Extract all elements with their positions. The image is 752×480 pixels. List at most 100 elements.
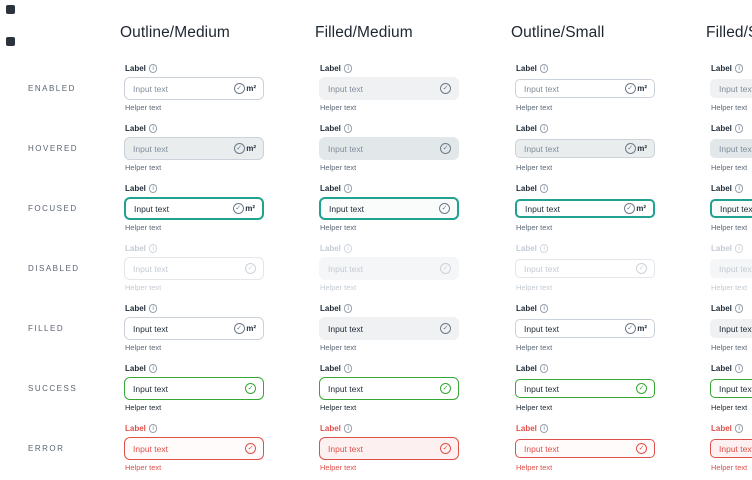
text-input[interactable]: Input text ✓ m² [515,139,655,158]
helper-text: Helper text [125,163,162,172]
text-input[interactable]: Input text ✓ [124,257,264,280]
info-icon[interactable]: i [148,244,158,253]
info-icon[interactable]: i [539,304,549,313]
text-input[interactable]: Input text ✓ [710,139,752,158]
input-field-outline-medium-focused: Label i Input text ✓ m² Helper text [124,182,264,238]
text-input[interactable]: Input text ✓ [515,259,655,278]
helper-text: Helper text [125,463,162,472]
helper-text: Helper text [125,223,162,232]
text-input[interactable]: Input text ✓ [710,439,752,458]
info-icon[interactable]: i [734,364,744,373]
input-field-filled-medium-success: Label i Input text ✓ Helper text [319,362,459,418]
input-trailing: ✓ m² [233,323,256,334]
info-icon[interactable]: i [343,304,353,313]
input-trailing: ✓ [440,323,451,334]
canvas-mark-icon[interactable] [6,5,15,14]
input-trailing: ✓ m² [624,143,647,154]
helper-text: Helper text [125,343,162,352]
text-input[interactable]: Input text ✓ [710,199,752,218]
row-label-success: SUCCESS [28,384,78,393]
text-input[interactable]: Input text ✓ m² [124,77,264,100]
field-label: Label [125,124,146,133]
unit-suffix: m² [246,84,256,93]
text-input[interactable]: Input text ✓ [710,319,752,338]
text-input[interactable]: Input text ✓ [710,79,752,98]
text-input[interactable]: Input text ✓ [319,77,459,100]
input-trailing: ✓ [440,83,451,94]
text-input[interactable]: Input text ✓ m² [124,137,264,160]
field-label: Label [711,424,732,433]
text-input[interactable]: Input text ✓ [319,137,459,160]
canvas-mark-icon[interactable] [6,37,15,46]
text-input[interactable]: Input text ✓ [319,257,459,280]
text-input[interactable]: Input text ✓ m² [515,199,655,218]
info-icon[interactable]: i [539,64,549,73]
text-input[interactable]: Input text ✓ [319,437,459,460]
check-circle-icon: ✓ [245,263,256,274]
text-input[interactable]: Input text ✓ [124,377,264,400]
info-icon[interactable]: i [148,364,158,373]
text-input[interactable]: Input text ✓ [319,317,459,340]
text-input[interactable]: Input text ✓ m² [515,79,655,98]
field-label: Label [125,424,146,433]
info-icon[interactable]: i [343,124,353,133]
text-input[interactable]: Input text ✓ [319,197,459,220]
field-label: Label [320,244,341,253]
field-label: Label [711,184,732,193]
input-text: Input text [524,383,559,394]
info-icon[interactable]: i [343,184,353,193]
input-text: Input text [720,203,752,214]
text-input[interactable]: Input text ✓ m² [124,197,264,220]
info-icon[interactable]: i [343,424,353,433]
info-icon[interactable]: i [734,304,744,313]
info-icon[interactable]: i [148,424,158,433]
info-icon[interactable]: i [734,64,744,73]
info-icon[interactable]: i [343,364,353,373]
info-icon[interactable]: i [734,124,744,133]
info-icon[interactable]: i [148,304,158,313]
info-glyph: i [152,185,154,192]
info-icon[interactable]: i [539,244,549,253]
info-icon[interactable]: i [539,364,549,373]
text-input[interactable]: Input text ✓ [515,439,655,458]
input-text: Input text [328,143,363,154]
helper-text: Helper text [320,403,357,412]
field-label: Label [516,124,537,133]
info-glyph: i [347,185,349,192]
info-icon[interactable]: i [148,184,158,193]
info-glyph: i [738,125,740,132]
info-icon[interactable]: i [734,184,744,193]
input-trailing: ✓ [636,443,647,454]
info-icon[interactable]: i [343,64,353,73]
text-input[interactable]: Input text ✓ [319,377,459,400]
input-field-filled-small-filled: Label i Input text ✓ Helper text [710,302,752,358]
field-label: Label [516,424,537,433]
text-input[interactable]: Input text ✓ [710,259,752,278]
info-glyph: i [738,305,740,312]
text-input[interactable]: Input text ✓ [124,437,264,460]
check-circle-icon: ✓ [439,203,450,214]
info-icon[interactable]: i [539,424,549,433]
text-input[interactable]: Input text ✓ m² [515,319,655,338]
info-icon[interactable]: i [539,124,549,133]
field-label: Label [125,244,146,253]
text-input[interactable]: Input text ✓ m² [124,317,264,340]
info-glyph: i [347,125,349,132]
text-input[interactable]: Input text ✓ [515,379,655,398]
info-icon[interactable]: i [343,244,353,253]
field-label: Label [320,424,341,433]
input-field-filled-small-disabled: Label i Input text ✓ Helper text [710,242,752,298]
helper-text: Helper text [711,463,748,472]
info-icon[interactable]: i [734,424,744,433]
info-icon[interactable]: i [148,124,158,133]
column-header-filled-small: Filled/Small [706,24,752,41]
info-icon[interactable]: i [734,244,744,253]
row-label-error: ERROR [28,444,65,453]
info-icon[interactable]: i [539,184,549,193]
info-icon[interactable]: i [148,64,158,73]
text-input[interactable]: Input text ✓ [710,379,752,398]
input-text: Input text [719,83,752,94]
input-text: Input text [719,323,752,334]
input-text: Input text [719,443,752,454]
